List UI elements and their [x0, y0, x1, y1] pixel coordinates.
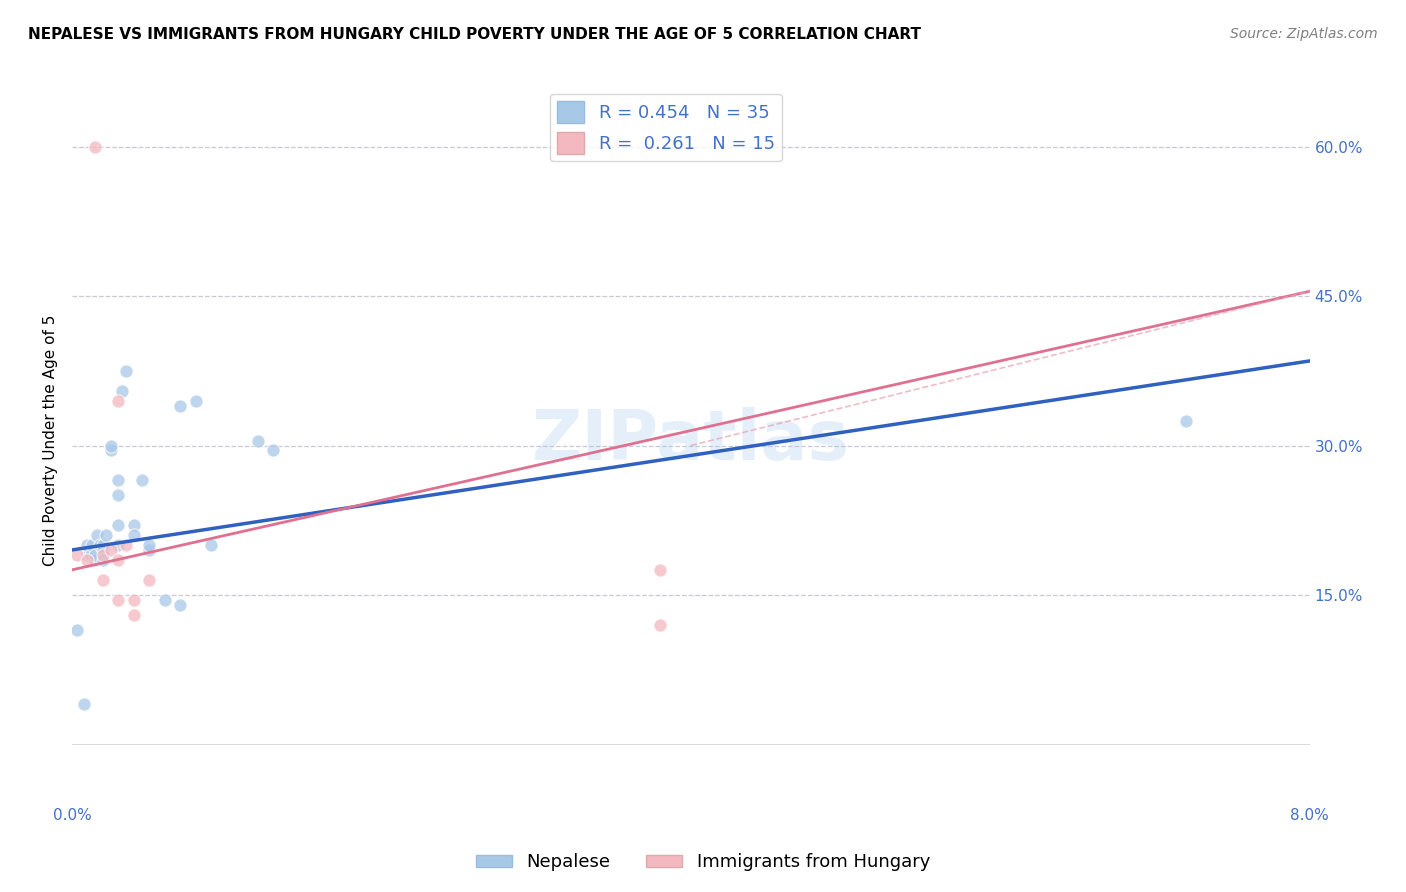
Point — [100, 438, 122, 452]
Point — [200, 538, 222, 552]
Point — [76, 548, 98, 562]
Point — [94, 528, 117, 542]
Point — [115, 364, 138, 378]
Point — [122, 592, 145, 607]
Point — [84, 548, 107, 562]
Y-axis label: Child Poverty Under the Age of 5: Child Poverty Under the Age of 5 — [44, 315, 58, 566]
Legend: Nepalese, Immigrants from Hungary: Nepalese, Immigrants from Hungary — [468, 847, 938, 879]
Point — [138, 543, 160, 558]
Point — [138, 573, 160, 587]
Point — [122, 518, 145, 533]
Point — [66, 623, 89, 637]
Point — [138, 538, 160, 552]
Point — [107, 393, 129, 408]
Text: NEPALESE VS IMMIGRANTS FROM HUNGARY CHILD POVERTY UNDER THE AGE OF 5 CORRELATION: NEPALESE VS IMMIGRANTS FROM HUNGARY CHIL… — [28, 27, 921, 42]
Point — [131, 473, 153, 487]
Point — [84, 140, 107, 154]
Point — [169, 399, 191, 413]
Point — [86, 528, 108, 542]
Point — [84, 553, 107, 567]
Point — [73, 697, 96, 711]
Point — [66, 548, 89, 562]
Point — [648, 563, 671, 577]
Point — [76, 538, 98, 552]
Point — [107, 473, 129, 487]
Point — [107, 553, 129, 567]
Point — [107, 488, 129, 502]
Point — [91, 543, 114, 558]
Point — [122, 607, 145, 622]
Point — [107, 592, 129, 607]
Point — [1174, 414, 1197, 428]
Point — [107, 538, 129, 552]
Point — [122, 528, 145, 542]
Point — [648, 617, 671, 632]
Text: Source: ZipAtlas.com: Source: ZipAtlas.com — [1230, 27, 1378, 41]
Point — [246, 434, 269, 448]
Point — [184, 393, 207, 408]
Point — [76, 553, 98, 567]
Point — [91, 553, 114, 567]
Point — [91, 538, 114, 552]
Point — [262, 443, 284, 458]
Point — [153, 592, 176, 607]
Point — [82, 538, 104, 552]
Legend: R = 0.454   N = 35, R =  0.261   N = 15: R = 0.454 N = 35, R = 0.261 N = 15 — [550, 94, 782, 161]
Point — [100, 543, 122, 558]
Point — [115, 538, 138, 552]
Point — [89, 538, 111, 552]
Text: ZIPatlas: ZIPatlas — [531, 407, 849, 474]
Point — [107, 518, 129, 533]
Point — [91, 548, 114, 562]
Point — [100, 443, 122, 458]
Point — [110, 384, 132, 398]
Point — [79, 548, 101, 562]
Point — [91, 573, 114, 587]
Point — [169, 598, 191, 612]
